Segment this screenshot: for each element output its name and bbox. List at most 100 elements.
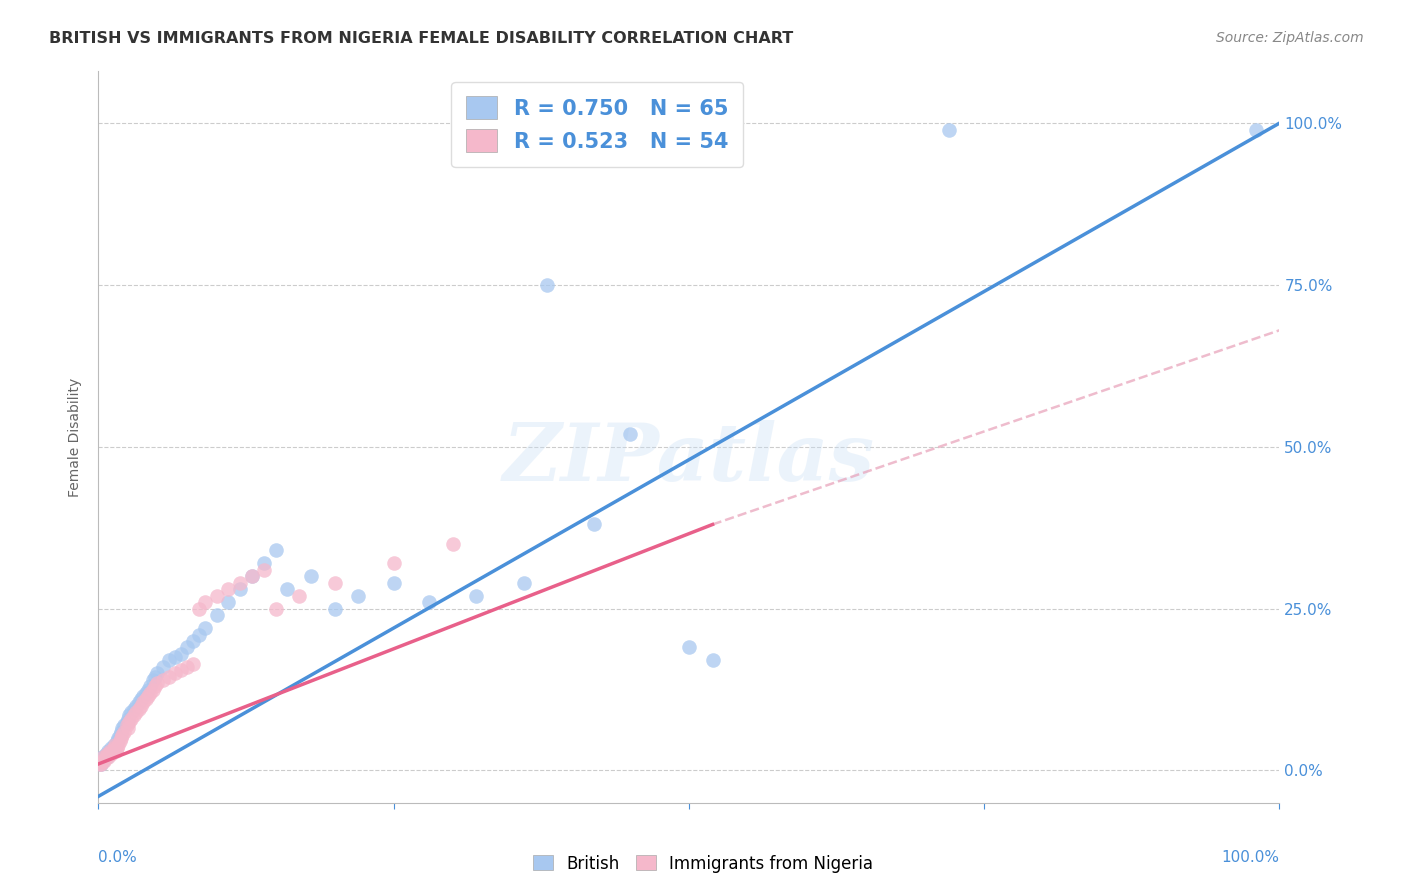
Point bbox=[135, 686, 157, 700]
Point bbox=[98, 744, 121, 758]
Point bbox=[104, 740, 127, 755]
Point bbox=[170, 647, 193, 661]
Point bbox=[110, 731, 132, 745]
Point bbox=[129, 692, 152, 706]
Point bbox=[938, 122, 960, 136]
Point bbox=[104, 738, 127, 752]
Point bbox=[110, 724, 132, 739]
Point bbox=[121, 705, 143, 719]
Point bbox=[146, 676, 169, 690]
Point bbox=[105, 744, 128, 758]
Point bbox=[187, 601, 209, 615]
Point bbox=[105, 734, 128, 748]
Point bbox=[105, 740, 128, 755]
Point bbox=[91, 754, 114, 768]
Point bbox=[165, 650, 187, 665]
Point bbox=[702, 653, 724, 667]
Point bbox=[100, 747, 122, 762]
Point bbox=[136, 682, 159, 697]
Point bbox=[382, 575, 405, 590]
Point bbox=[118, 708, 141, 723]
Point bbox=[217, 582, 239, 597]
Point bbox=[89, 756, 111, 771]
Point bbox=[135, 692, 157, 706]
Point bbox=[1244, 122, 1267, 136]
Point bbox=[229, 582, 252, 597]
Point bbox=[165, 666, 187, 681]
Point bbox=[205, 589, 228, 603]
Point bbox=[93, 754, 115, 768]
Point bbox=[107, 738, 129, 752]
Point bbox=[299, 569, 322, 583]
Point bbox=[418, 595, 440, 609]
Point bbox=[142, 682, 165, 697]
Point bbox=[253, 563, 276, 577]
Point bbox=[112, 718, 135, 732]
Point bbox=[240, 569, 263, 583]
Point bbox=[118, 714, 141, 729]
Point bbox=[94, 750, 117, 764]
Point bbox=[240, 569, 263, 583]
Point bbox=[143, 669, 166, 683]
Point bbox=[347, 589, 370, 603]
Point bbox=[98, 747, 121, 762]
Point bbox=[128, 702, 150, 716]
Text: ZIPatlas: ZIPatlas bbox=[503, 420, 875, 498]
Y-axis label: Female Disability: Female Disability bbox=[69, 377, 83, 497]
Point bbox=[132, 696, 155, 710]
Legend: R = 0.750   N = 65, R = 0.523   N = 54: R = 0.750 N = 65, R = 0.523 N = 54 bbox=[451, 82, 742, 167]
Point bbox=[115, 714, 138, 729]
Point bbox=[619, 426, 641, 441]
Point bbox=[536, 277, 558, 292]
Point bbox=[122, 702, 145, 716]
Point bbox=[97, 744, 120, 758]
Point bbox=[136, 689, 159, 703]
Point bbox=[176, 660, 198, 674]
Point bbox=[181, 657, 204, 671]
Point bbox=[121, 712, 143, 726]
Point bbox=[111, 728, 134, 742]
Text: 100.0%: 100.0% bbox=[1222, 850, 1279, 865]
Point bbox=[146, 666, 169, 681]
Point bbox=[132, 689, 155, 703]
Point bbox=[583, 517, 606, 532]
Point bbox=[98, 747, 121, 762]
Point bbox=[91, 754, 114, 768]
Point bbox=[465, 589, 488, 603]
Point bbox=[117, 722, 139, 736]
Point bbox=[264, 543, 287, 558]
Point bbox=[111, 722, 134, 736]
Point bbox=[91, 750, 114, 764]
Point bbox=[139, 686, 162, 700]
Point bbox=[253, 557, 276, 571]
Point bbox=[90, 756, 112, 771]
Point bbox=[103, 738, 125, 752]
Point bbox=[288, 589, 311, 603]
Point bbox=[194, 621, 217, 635]
Point bbox=[441, 537, 464, 551]
Point bbox=[152, 673, 174, 687]
Point bbox=[157, 669, 180, 683]
Point bbox=[139, 679, 162, 693]
Point bbox=[122, 708, 145, 723]
Point bbox=[105, 738, 128, 752]
Point bbox=[101, 744, 124, 758]
Point bbox=[103, 740, 125, 755]
Point bbox=[157, 653, 180, 667]
Point bbox=[96, 747, 118, 762]
Text: BRITISH VS IMMIGRANTS FROM NIGERIA FEMALE DISABILITY CORRELATION CHART: BRITISH VS IMMIGRANTS FROM NIGERIA FEMAL… bbox=[49, 31, 793, 46]
Point bbox=[678, 640, 700, 655]
Point bbox=[112, 724, 135, 739]
Point bbox=[512, 575, 534, 590]
Point bbox=[101, 744, 124, 758]
Point bbox=[323, 575, 346, 590]
Point bbox=[170, 663, 193, 677]
Point bbox=[128, 696, 150, 710]
Point bbox=[176, 640, 198, 655]
Point bbox=[90, 756, 112, 771]
Point bbox=[125, 705, 148, 719]
Point bbox=[187, 627, 209, 641]
Point bbox=[323, 601, 346, 615]
Point bbox=[117, 712, 139, 726]
Point bbox=[89, 756, 111, 771]
